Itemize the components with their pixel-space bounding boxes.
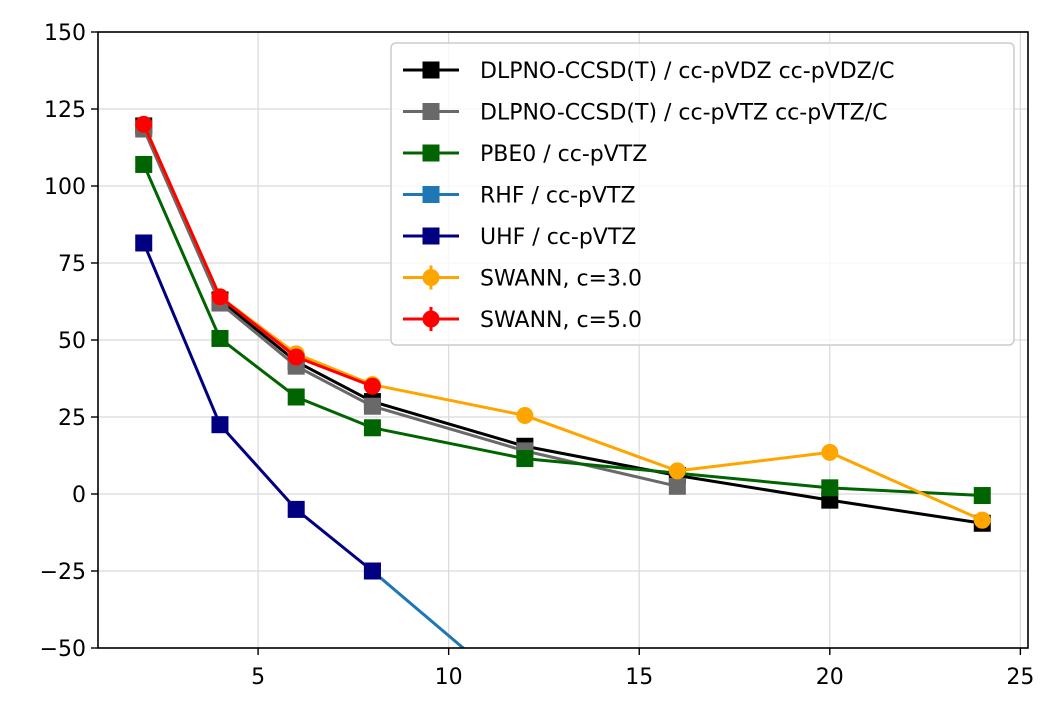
data-point (516, 406, 534, 424)
legend-label: RHF / cc-pVTZ (480, 184, 636, 209)
legend-swatch-marker (422, 61, 440, 79)
legend-entry: PBE0 / cc-pVTZ (403, 142, 647, 167)
data-point (287, 348, 305, 366)
y-tick-label: 25 (58, 406, 86, 431)
series-line (371, 569, 466, 648)
legend-entry: RHF / cc-pVTZ (403, 184, 636, 209)
data-point (363, 419, 381, 437)
data-point (668, 462, 686, 480)
y-tick-label: 150 (44, 21, 86, 46)
x-tick-label: 20 (816, 665, 844, 690)
x-tick-label: 25 (1006, 665, 1034, 690)
legend: DLPNO-CCSD(T) / cc-pVDZ cc-pVDZ/C DLPNO-C… (390, 42, 1015, 346)
legend-swatch-marker (422, 269, 440, 286)
legend-swatch-marker (422, 310, 440, 328)
series-line (142, 128, 678, 488)
data-point (287, 388, 305, 406)
data-point (135, 115, 153, 133)
series-line (142, 125, 983, 525)
series-layer (135, 115, 991, 708)
x-tick-label: 15 (625, 665, 653, 690)
x-tick-label: 5 (251, 665, 265, 690)
data-point (287, 500, 305, 518)
legend-entry: DLPNO-CCSD(T) / cc-pVTZ cc-pVTZ/C (403, 101, 888, 126)
legend-entry: UHF / cc-pVTZ (403, 225, 636, 250)
legend-swatch-marker (422, 186, 440, 203)
data-point (211, 329, 229, 347)
data-point (517, 692, 533, 708)
y-tick-label: 100 (44, 175, 86, 200)
series-line (142, 123, 373, 388)
y-tick-label: 75 (58, 252, 86, 277)
legend-swatch-marker (422, 227, 440, 245)
legend-swatch-marker (422, 144, 440, 162)
y-tick-label: 50 (58, 329, 86, 354)
legend-entry: SWANN, c=5.0 (403, 307, 642, 333)
legend-box (390, 42, 1015, 346)
data-point (363, 562, 381, 580)
legend-entry: DLPNO-CCSD(T) / cc-pVDZ cc-pVDZ/C (403, 59, 895, 84)
data-point (973, 487, 991, 505)
series (135, 234, 381, 580)
data-point (973, 511, 991, 529)
data-point (211, 288, 229, 306)
ticks: 5 10 15 20 25 −50 −25 0 25 50 75 100 125 150 (40, 21, 1035, 690)
legend-label: SWANN, c=3.0 (480, 267, 642, 292)
data-point (821, 479, 839, 497)
y-tick-label: −25 (40, 560, 86, 585)
y-tick-label: −50 (40, 637, 86, 662)
data-point (821, 443, 839, 461)
data-point (135, 155, 153, 173)
legend-label: PBE0 / cc-pVTZ (480, 142, 647, 167)
y-tick-label: 125 (44, 98, 86, 123)
data-point (363, 397, 381, 415)
data-point (135, 234, 153, 252)
series (135, 115, 381, 395)
legend-entry: SWANN, c=3.0 (403, 265, 642, 292)
data-point (668, 477, 686, 495)
data-point (363, 377, 381, 395)
data-point (516, 450, 534, 468)
legend-label: DLPNO-CCSD(T) / cc-pVTZ cc-pVTZ/C (480, 101, 888, 126)
legend-label: SWANN, c=5.0 (480, 308, 642, 333)
legend-label: UHF / cc-pVTZ (480, 225, 636, 250)
x-tick-label: 10 (435, 665, 463, 690)
data-point (211, 416, 229, 434)
legend-label: DLPNO-CCSD(T) / cc-pVDZ cc-pVDZ/C (480, 59, 895, 84)
series-line (142, 242, 374, 573)
series (135, 155, 991, 505)
legend-swatch-marker (422, 103, 440, 120)
y-tick-label: 0 (72, 483, 86, 508)
